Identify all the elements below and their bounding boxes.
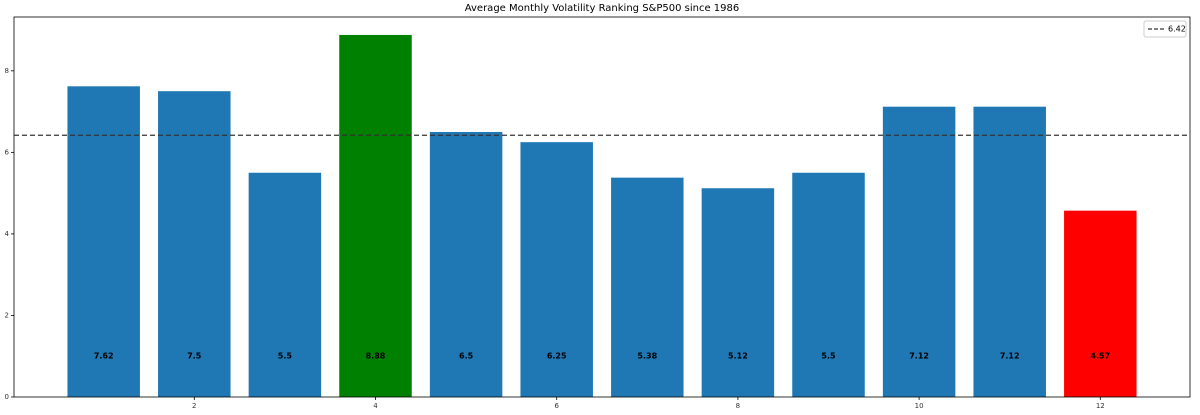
value-label: 5.5 <box>821 352 836 361</box>
bar <box>973 106 1046 397</box>
x-tick-label: 8 <box>736 402 740 410</box>
x-tick-label: 12 <box>1096 402 1105 410</box>
x-tick-label: 2 <box>192 402 196 410</box>
y-tick-label: 2 <box>5 311 9 319</box>
bar <box>701 188 775 397</box>
value-label: 7.5 <box>187 352 202 361</box>
bar <box>339 34 412 398</box>
bar <box>520 142 593 397</box>
bar <box>248 172 322 397</box>
y-tick-label: 0 <box>5 393 9 401</box>
value-label: 5.12 <box>728 352 748 361</box>
value-label: 5.38 <box>637 352 657 361</box>
y-tick-label: 4 <box>5 230 10 238</box>
bar <box>67 86 140 398</box>
x-tick-label: 10 <box>915 402 924 410</box>
value-label: 7.12 <box>1000 352 1020 361</box>
value-label: 6.25 <box>547 352 567 361</box>
x-tick-label: 6 <box>554 402 559 410</box>
y-tick-label: 8 <box>5 67 9 75</box>
value-label: 7.62 <box>94 352 114 361</box>
value-label: 4.57 <box>1090 352 1110 361</box>
bar <box>1064 210 1137 397</box>
axes-frame <box>13 16 1191 398</box>
legend-box <box>1143 20 1187 38</box>
legend-label: 6.42 <box>1168 25 1186 34</box>
bar <box>611 177 684 397</box>
chart-title: Average Monthly Volatility Ranking S&P50… <box>465 3 740 14</box>
value-label: 8.88 <box>366 352 386 361</box>
value-label: 6.5 <box>459 352 474 361</box>
value-label: 7.12 <box>909 352 929 361</box>
value-label: 5.5 <box>278 352 293 361</box>
x-tick-label: 4 <box>373 402 378 410</box>
bar <box>792 172 865 397</box>
y-tick-label: 6 <box>5 148 10 156</box>
bar <box>429 131 503 397</box>
bar <box>158 91 231 398</box>
bar <box>882 106 956 397</box>
